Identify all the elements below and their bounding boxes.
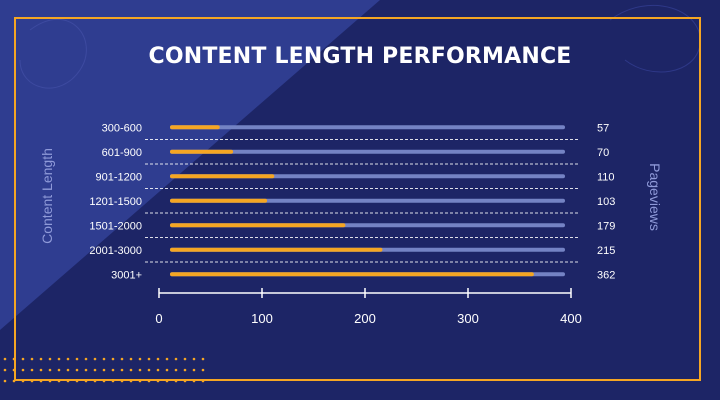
decorative-dot <box>183 368 187 372</box>
decorative-dot <box>129 368 133 372</box>
background-diagonal-panel <box>0 0 380 330</box>
category-label: 3001+ <box>111 269 142 281</box>
decorative-dot <box>138 357 142 361</box>
decorative-dot <box>30 357 34 361</box>
decorative-curve <box>19 18 87 89</box>
data-label: 362 <box>597 269 615 281</box>
x-tick-label: 0 <box>155 311 162 326</box>
x-tick-label: 100 <box>251 311 273 326</box>
decorative-dot <box>93 368 97 372</box>
decorative-dot <box>138 368 142 372</box>
decorative-dot <box>183 357 187 361</box>
decorative-dot <box>48 357 52 361</box>
decorative-dot <box>30 368 34 372</box>
data-label: 70 <box>597 147 609 159</box>
category-label: 1501-2000 <box>89 220 142 232</box>
decorative-dot <box>111 368 115 372</box>
decorative-dot <box>48 368 52 372</box>
category-label: 601-900 <box>102 147 142 159</box>
x-tick-label: 300 <box>457 311 479 326</box>
data-label: 215 <box>597 245 615 257</box>
decorative-dot <box>3 368 7 372</box>
category-label: 2001-3000 <box>89 245 142 257</box>
decorative-dot <box>165 368 169 372</box>
decorative-dot <box>66 368 70 372</box>
decorative-dot <box>102 357 106 361</box>
decorative-dot <box>75 357 79 361</box>
decorative-dot <box>102 368 106 372</box>
decorative-dot <box>3 357 7 361</box>
category-label: 1201-1500 <box>89 196 142 208</box>
decorative-dot <box>147 368 151 372</box>
decorative-dot <box>156 357 160 361</box>
decorative-dot <box>57 357 61 361</box>
chart-frame <box>14 17 701 381</box>
decorative-dot <box>57 368 61 372</box>
decorative-dot <box>165 357 169 361</box>
decorative-dot <box>129 357 133 361</box>
decorative-dot <box>3 379 7 383</box>
decorative-dot <box>39 357 43 361</box>
category-label: 901-1200 <box>96 171 143 183</box>
chart-title: CONTENT LENGTH PERFORMANCE <box>148 44 572 69</box>
x-tick-label: 200 <box>354 311 376 326</box>
category-label: 300-600 <box>102 122 142 134</box>
data-label: 57 <box>597 122 609 134</box>
decorative-dot <box>21 368 25 372</box>
decorative-dot <box>201 357 205 361</box>
decorative-dot <box>111 357 115 361</box>
decorative-dot <box>75 368 79 372</box>
data-label: 110 <box>597 171 615 183</box>
x-tick-label: 400 <box>560 311 582 326</box>
decorative-dot <box>192 368 196 372</box>
decorative-dot <box>66 357 70 361</box>
decorative-dot <box>84 357 88 361</box>
decorative-dot <box>156 368 160 372</box>
decorative-dot <box>174 357 178 361</box>
decorative-dot <box>84 368 88 372</box>
dot-pattern <box>3 357 205 383</box>
decorative-dot <box>120 368 124 372</box>
decorative-dot <box>120 357 124 361</box>
data-label: 103 <box>597 196 615 208</box>
decorative-dot <box>93 357 97 361</box>
decorative-dot <box>192 357 196 361</box>
data-label: 179 <box>597 220 615 232</box>
decorative-dot <box>39 368 43 372</box>
decorative-dot <box>21 357 25 361</box>
decorative-dot <box>147 357 151 361</box>
decorative-dot <box>174 368 178 372</box>
decorative-dot <box>201 368 205 372</box>
